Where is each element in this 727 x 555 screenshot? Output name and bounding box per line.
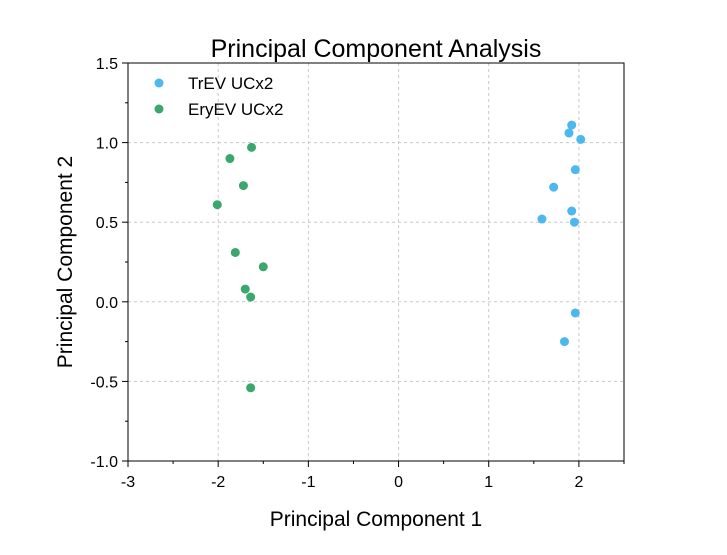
- legend-label: TrEV UCx2: [188, 74, 273, 93]
- data-point-series-1: [246, 383, 256, 393]
- data-point-series-1: [230, 247, 240, 257]
- chart-title: Principal Component Analysis: [211, 35, 542, 63]
- data-point-series-1: [240, 284, 250, 294]
- legend: TrEV UCx2 EryEV UCx2: [154, 74, 283, 119]
- data-point-series-0: [549, 182, 559, 192]
- y-tick-label: 0.0: [96, 295, 118, 312]
- data-point-series-1: [247, 142, 257, 152]
- x-tick-label: -1: [301, 474, 315, 491]
- data-point-series-0: [570, 308, 580, 318]
- y-tick-label: 1.5: [96, 56, 118, 73]
- data-point-series-1: [212, 200, 222, 210]
- y-tick-label: -0.5: [90, 374, 118, 391]
- axis-ticks: -3 -2 -1 0 1 2 -1.0 -0.5 0.0 0.5 1.0 1.5: [90, 56, 625, 491]
- data-point-series-0: [569, 217, 579, 227]
- data-point-series-0: [564, 128, 574, 138]
- data-point-series-1: [238, 181, 248, 191]
- data-points: [212, 120, 586, 393]
- y-tick-label: 1.0: [96, 136, 118, 153]
- y-axis-label: Principal Component 2: [54, 156, 77, 368]
- data-point-series-1: [258, 262, 268, 272]
- data-point-series-0: [567, 206, 577, 216]
- x-tick-label: -3: [121, 474, 135, 491]
- data-point-series-0: [537, 214, 547, 224]
- data-point-series-1: [225, 154, 235, 164]
- x-tick-label: -2: [211, 474, 225, 491]
- x-tick-label: 2: [574, 474, 583, 491]
- data-point-series-0: [559, 337, 569, 347]
- y-tick-label: 0.5: [96, 215, 118, 232]
- x-tick-label: 0: [394, 474, 403, 491]
- legend-marker: [154, 78, 164, 88]
- x-axis-label: Principal Component 1: [270, 508, 482, 531]
- data-point-series-1: [246, 292, 256, 302]
- y-tick-label: -1.0: [90, 454, 118, 471]
- legend-marker: [154, 104, 164, 114]
- x-tick-label: 1: [484, 474, 493, 491]
- legend-label: EryEV UCx2: [188, 100, 283, 119]
- data-point-series-0: [567, 120, 577, 130]
- data-point-series-0: [570, 165, 580, 175]
- data-point-series-0: [576, 134, 586, 144]
